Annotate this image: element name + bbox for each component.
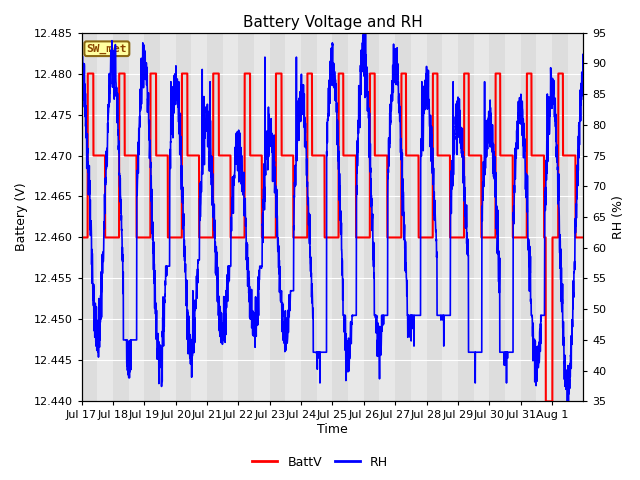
Bar bbox=[175, 33, 191, 401]
Bar bbox=[332, 33, 348, 401]
Title: Battery Voltage and RH: Battery Voltage and RH bbox=[243, 15, 422, 30]
Bar bbox=[269, 33, 285, 401]
X-axis label: Time: Time bbox=[317, 423, 348, 436]
Bar bbox=[301, 33, 317, 401]
Bar bbox=[238, 33, 254, 401]
Bar bbox=[144, 33, 160, 401]
Y-axis label: Battery (V): Battery (V) bbox=[15, 183, 28, 252]
Bar bbox=[426, 33, 442, 401]
Bar bbox=[520, 33, 536, 401]
Bar bbox=[395, 33, 411, 401]
Y-axis label: RH (%): RH (%) bbox=[612, 195, 625, 239]
Bar bbox=[489, 33, 505, 401]
Bar bbox=[552, 33, 568, 401]
Bar bbox=[458, 33, 474, 401]
Text: SW_met: SW_met bbox=[86, 44, 127, 54]
Bar bbox=[207, 33, 223, 401]
Bar bbox=[364, 33, 380, 401]
Bar bbox=[81, 33, 97, 401]
Bar bbox=[113, 33, 129, 401]
Legend: BattV, RH: BattV, RH bbox=[248, 451, 392, 474]
